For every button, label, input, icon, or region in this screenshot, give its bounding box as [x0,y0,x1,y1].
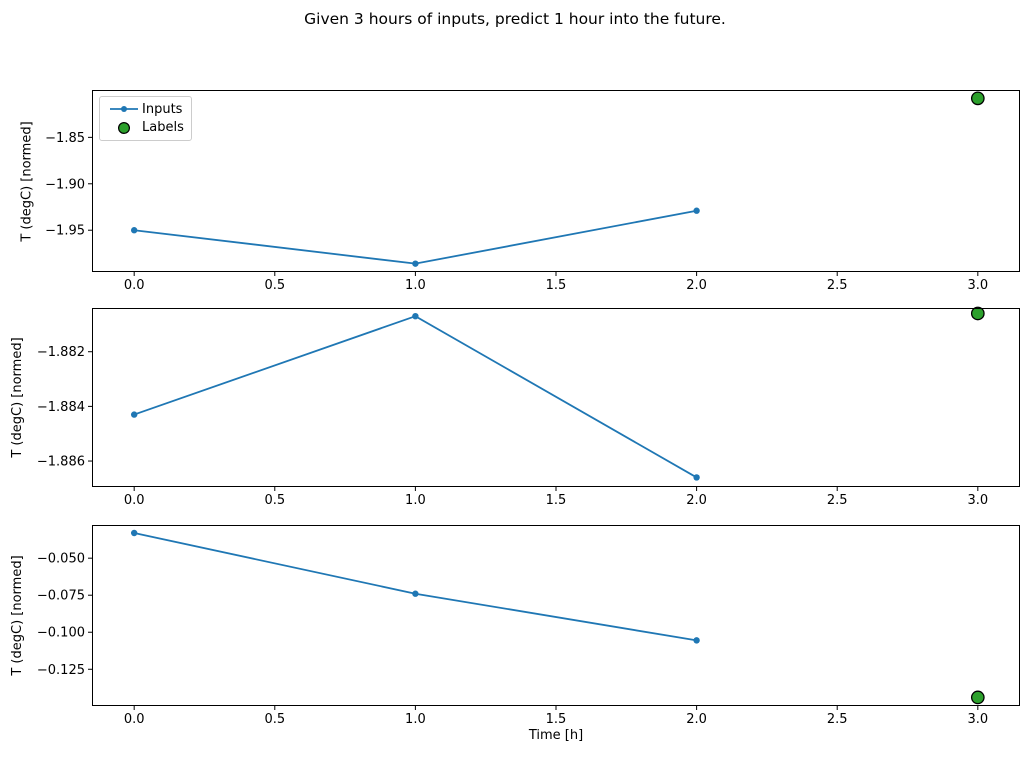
axes-frame [92,90,1020,272]
inputs-marker [130,529,138,537]
x-tick-label: 0.5 [264,712,285,727]
x-tick-label: 0.5 [264,278,285,293]
x-tick-label: 2.5 [827,493,848,508]
labels-circle-marker-icon [106,121,142,135]
x-tick-label: 2.0 [686,712,707,727]
x-tick-label: 2.0 [686,493,707,508]
y-tick-label: −1.95 [45,224,85,239]
labels-marker [970,91,985,106]
inputs-marker [693,637,700,644]
axes-frame [92,525,1020,706]
x-tick-label: 1.0 [405,493,426,508]
labels-marker [970,306,985,321]
subplot-3-plot: 0.0 0.5 1.0 1.5 2.0 2.5 3.0 −0.050 −0.075 −0.100 −… [37,525,1020,727]
inputs-marker [693,474,700,481]
x-tick-label: 1.5 [546,712,567,727]
labels-marker [970,690,985,705]
subplot-2-ylabel: T (degC) [normed] [9,337,25,458]
x-tick-label: 3.0 [967,493,988,508]
x-tick-label: 2.0 [686,278,707,293]
inputs-marker [693,207,700,214]
subplot-3-ylabel: T (degC) [normed] [9,555,25,676]
legend-label-labels: Labels [142,120,184,136]
x-tick-label: 3.0 [967,278,988,293]
legend: Inputs Labels [99,96,192,141]
subplot-1-axes: 0.0 0.5 1.0 1.5 2.0 2.5 3.0 −1.85 −1.90 −1.95 [45,90,1020,293]
x-tick-label: 3.0 [967,712,988,727]
y-tick-label: −1.85 [45,131,85,146]
inputs-marker [412,590,419,597]
legend-item-inputs: Inputs [106,100,185,118]
axes-frame [92,308,1020,487]
subplot-1-plot: 0.0 0.5 1.0 1.5 2.0 2.5 3.0 −1.85 −1.90 −1.95 [45,90,1020,293]
subplot-2-plot: 0.0 0.5 1.0 1.5 2.0 2.5 3.0 −1.882 −1.884 −1.886 [37,306,1020,508]
inputs-line-marker-icon [106,104,142,114]
inputs-marker [412,260,419,267]
x-tick-label: 0.0 [124,712,145,727]
y-tick-label: −1.882 [37,345,85,360]
inputs-line [133,315,698,479]
figure-title: Given 3 hours of inputs, predict 1 hour … [304,10,726,28]
x-tick-label: 2.5 [827,712,848,727]
y-tick-label: −0.050 [37,552,85,567]
x-tick-label: 1.5 [546,278,567,293]
x-tick-label: 0.0 [124,493,145,508]
y-tick-label: −0.125 [37,663,85,678]
y-tick-label: −1.90 [45,177,85,192]
inputs-marker [412,312,419,320]
y-tick-label: −1.884 [37,400,85,415]
x-tick-label: 1.0 [405,712,426,727]
y-tick-label: −1.886 [37,455,85,470]
inputs-marker [130,411,138,418]
subplot-2-axes: 0.0 0.5 1.0 1.5 2.0 2.5 3.0 −1.882 −1.884 −1.886 [37,306,1020,508]
x-axis-label: Time [h] [528,728,584,743]
inputs-marker [130,227,138,234]
x-tick-label: 1.5 [546,493,567,508]
inputs-line [133,532,697,642]
inputs-line [134,209,697,265]
legend-label-inputs: Inputs [142,101,183,117]
x-tick-label: 1.0 [405,278,426,293]
x-tick-label: 2.5 [827,278,848,293]
subplot-1-ylabel: T (degC) [normed] [19,120,35,242]
y-tick-label: −0.100 [37,626,85,641]
x-tick-label: 0.5 [264,493,285,508]
subplot-3-axes: 0.0 0.5 1.0 1.5 2.0 2.5 3.0 −0.050 −0.075 −0.100 −… [37,525,1020,727]
y-tick-label: −0.075 [37,589,85,604]
legend-item-labels: Labels [106,119,185,137]
x-tick-label: 0.0 [124,278,145,293]
